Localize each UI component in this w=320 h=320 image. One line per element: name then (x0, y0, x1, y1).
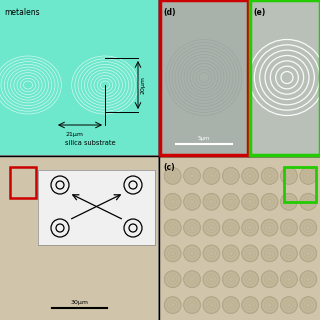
Circle shape (261, 271, 278, 288)
Text: (d): (d) (163, 8, 175, 17)
Circle shape (184, 297, 201, 314)
Circle shape (222, 167, 239, 184)
Bar (284, 167, 316, 202)
Circle shape (222, 219, 239, 236)
Circle shape (280, 167, 298, 184)
Circle shape (261, 219, 278, 236)
Text: 20μm: 20μm (141, 76, 146, 94)
Text: 30μm: 30μm (71, 300, 89, 305)
Bar (10, 167, 36, 198)
Circle shape (242, 245, 259, 262)
Bar (250, 0, 320, 155)
Circle shape (184, 167, 201, 184)
Text: (c): (c) (163, 163, 175, 172)
Circle shape (261, 167, 278, 184)
Circle shape (261, 245, 278, 262)
Circle shape (261, 297, 278, 314)
Text: 21μm: 21μm (66, 132, 84, 137)
Circle shape (164, 167, 181, 184)
Circle shape (280, 245, 298, 262)
Bar (0, 0, 158, 155)
Circle shape (222, 193, 239, 210)
Text: silica substrate: silica substrate (65, 140, 115, 146)
Circle shape (280, 271, 298, 288)
Circle shape (184, 245, 201, 262)
Text: metalens: metalens (4, 8, 40, 17)
Circle shape (222, 271, 239, 288)
Bar (160, 0, 248, 155)
Circle shape (222, 297, 239, 314)
Circle shape (280, 297, 298, 314)
Circle shape (300, 245, 317, 262)
Bar (38, 170, 155, 245)
Circle shape (203, 245, 220, 262)
Circle shape (261, 193, 278, 210)
Circle shape (300, 219, 317, 236)
Circle shape (300, 271, 317, 288)
Circle shape (203, 167, 220, 184)
Bar (0, 157, 158, 320)
Circle shape (242, 219, 259, 236)
Circle shape (280, 193, 298, 210)
Circle shape (164, 245, 181, 262)
Circle shape (203, 219, 220, 236)
Circle shape (203, 271, 220, 288)
Circle shape (300, 193, 317, 210)
Text: (e): (e) (253, 8, 265, 17)
Bar (160, 0, 248, 155)
Circle shape (203, 193, 220, 210)
Circle shape (300, 167, 317, 184)
Circle shape (164, 219, 181, 236)
Circle shape (242, 193, 259, 210)
Circle shape (164, 271, 181, 288)
Circle shape (203, 297, 220, 314)
Circle shape (242, 167, 259, 184)
Circle shape (164, 297, 181, 314)
Bar (250, 0, 320, 155)
Text: 5μm: 5μm (198, 136, 210, 141)
Circle shape (164, 193, 181, 210)
Circle shape (242, 271, 259, 288)
Circle shape (184, 271, 201, 288)
Circle shape (300, 297, 317, 314)
Bar (38, 170, 155, 245)
Circle shape (184, 193, 201, 210)
Bar (160, 157, 320, 320)
Circle shape (222, 245, 239, 262)
Circle shape (184, 219, 201, 236)
Circle shape (242, 297, 259, 314)
Circle shape (280, 219, 298, 236)
